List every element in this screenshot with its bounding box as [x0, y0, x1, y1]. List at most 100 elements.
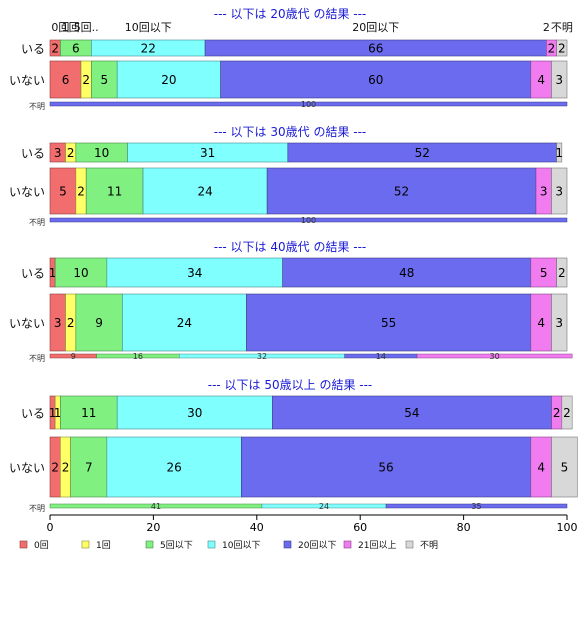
bar-segment [49, 167, 77, 215]
legend-label: 21回以上 [358, 540, 396, 551]
data-label: 66 [368, 42, 383, 56]
data-label: 3 [555, 185, 563, 199]
data-label: 26 [166, 461, 181, 475]
data-label: 2 [548, 42, 556, 56]
bar-segment [556, 257, 568, 288]
bar-segment [551, 293, 568, 352]
x-tick-label: 40 [250, 521, 264, 534]
data-label: 3 [54, 146, 62, 160]
data-label: 2 [563, 406, 571, 420]
x-tick-label: 100 [557, 521, 578, 534]
data-label: 1 [49, 266, 57, 280]
group-title-3: --- 以下は 50歳以上 の結果 --- [208, 378, 373, 392]
unknown-data-label: 16 [133, 352, 143, 361]
data-label: 3 [540, 185, 548, 199]
legend-label: 1回 [96, 540, 111, 551]
bar-segment [561, 395, 573, 430]
legend-label: 不明 [420, 540, 438, 551]
group-title-2: --- 以下は 40歳代 の結果 --- [214, 240, 367, 254]
data-label: 6 [62, 73, 70, 87]
bar-segment [85, 167, 144, 215]
unknown-data-label: 100 [301, 216, 316, 225]
legend-swatch [405, 540, 414, 549]
row-label: いない [9, 317, 45, 331]
unknown-data-label: 35 [471, 502, 481, 511]
row-label: いる [21, 267, 45, 281]
data-label: 22 [141, 42, 156, 56]
unknown-row-label: 不明 [29, 218, 45, 227]
top-category-label: 2 [543, 21, 550, 34]
group-title-0: --- 以下は 20歳代 の結果 --- [214, 7, 367, 21]
data-label: 3 [54, 316, 62, 330]
data-label: 11 [107, 185, 122, 199]
legend-swatch [19, 540, 28, 549]
bar-segment [91, 60, 118, 99]
top-category-label: 0回 [51, 21, 69, 34]
row-label: いる [21, 147, 45, 161]
data-label: 1 [54, 406, 62, 420]
bar-segment [54, 257, 108, 288]
bar-segment [282, 257, 532, 288]
data-label: 11 [81, 406, 96, 420]
data-label: 2 [82, 73, 90, 87]
data-label: 24 [197, 185, 212, 199]
data-label: 2 [51, 461, 59, 475]
unknown-bar-segment [49, 101, 568, 107]
bar-segment [220, 60, 532, 99]
data-label: 6 [72, 42, 80, 56]
data-label: 10 [73, 266, 88, 280]
data-label: 1 [49, 406, 57, 420]
legend-label: 10回以下 [222, 540, 260, 551]
unknown-data-label: 32 [257, 352, 267, 361]
x-tick-label: 60 [353, 521, 367, 534]
x-tick-label: 80 [457, 521, 471, 534]
bar-segment [551, 167, 568, 215]
bar-segment [551, 60, 568, 99]
data-label: 52 [415, 146, 430, 160]
data-label: 9 [95, 316, 103, 330]
unknown-row-label: 不明 [29, 102, 45, 111]
data-label: 4 [537, 461, 545, 475]
data-label: 2 [67, 316, 75, 330]
legend-swatch [81, 540, 90, 549]
unknown-bar-segment [385, 503, 568, 509]
legend-swatch [343, 540, 352, 549]
data-label: 20 [161, 73, 176, 87]
data-label: 3 [555, 73, 563, 87]
unknown-row-label: 不明 [29, 504, 45, 513]
row-label: いる [21, 407, 45, 421]
data-label: 56 [378, 461, 393, 475]
row-label: いない [9, 74, 45, 88]
data-label: 34 [187, 266, 202, 280]
legend-label: 5回以下 [160, 540, 193, 551]
bar-segment [60, 395, 118, 430]
data-label: 52 [394, 185, 409, 199]
data-label: 2 [77, 185, 85, 199]
bar-segment [556, 142, 563, 163]
data-label: 2 [553, 406, 561, 420]
data-label: 1 [555, 146, 563, 160]
data-label: 5 [59, 185, 67, 199]
data-label: 55 [381, 316, 396, 330]
bar-segment [246, 293, 532, 352]
legend-swatch [283, 540, 292, 549]
x-tick-label: 20 [146, 521, 160, 534]
data-label: 30 [187, 406, 202, 420]
top-category-label: 10回以下 [125, 21, 172, 34]
data-label: 54 [404, 406, 419, 420]
unknown-data-label: 14 [376, 352, 386, 361]
data-label: 5 [540, 266, 548, 280]
data-label: 48 [399, 266, 414, 280]
row-label: いない [9, 461, 45, 475]
unknown-bar-segment [49, 217, 568, 223]
unknown-data-label: 9 [71, 352, 76, 361]
data-label: 31 [200, 146, 215, 160]
unknown-row-label: 不明 [29, 354, 45, 363]
bar-segment [240, 436, 532, 498]
bar-segment [49, 60, 82, 99]
top-category-label: 20回以下 [352, 21, 399, 34]
top-category-label: 不明 [551, 21, 573, 34]
data-label: 2 [62, 461, 70, 475]
data-label: 2 [67, 146, 75, 160]
data-label: 2 [558, 42, 566, 56]
